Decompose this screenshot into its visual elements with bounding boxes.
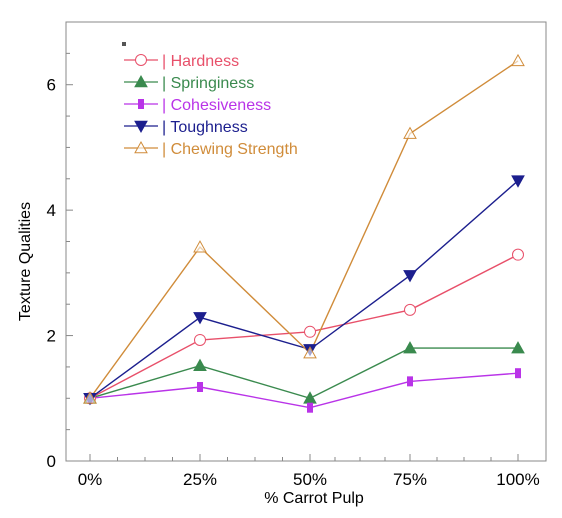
data-point-springiness xyxy=(403,341,417,354)
x-tick-label: 0% xyxy=(78,470,103,489)
data-point-cohesiveness xyxy=(197,381,203,392)
legend-item-cohesiveness: | Cohesiveness xyxy=(124,97,271,114)
x-tick-label: 100% xyxy=(496,470,539,489)
legend: | Hardness | Springiness | Cohesiveness | T… xyxy=(122,42,298,158)
data-point-cohesiveness xyxy=(307,402,313,413)
data-point-chewing-strength xyxy=(83,391,97,404)
legend-item-springiness: | Springiness xyxy=(124,74,254,92)
x-axis-title: % Carrot Pulp xyxy=(264,490,364,507)
data-point-hardness xyxy=(194,333,206,346)
data-point-cohesiveness xyxy=(515,368,521,379)
x-tick-label: 75% xyxy=(393,470,427,489)
data-point-toughness xyxy=(193,312,207,325)
data-point-chewing-strength xyxy=(511,53,525,67)
data-point-hardness xyxy=(512,248,524,261)
legend-label: | Cohesiveness xyxy=(162,97,271,114)
data-point-toughness xyxy=(403,270,417,283)
legend-label: | Hardness xyxy=(162,53,239,70)
data-point-cohesiveness xyxy=(407,376,413,387)
plot-frame xyxy=(65,21,547,462)
legend-marker xyxy=(134,74,148,88)
tick-labels: 0 2 4 6 0% 25% 50% 75% 100% xyxy=(47,76,540,489)
legend-marker xyxy=(138,99,144,109)
y-tick-label: 2 xyxy=(47,327,56,346)
legend-marker xyxy=(134,120,148,134)
data-point-chewing-strength xyxy=(193,240,207,253)
legend-label: | Springiness xyxy=(162,75,254,92)
legend-item-toughness: | Toughness xyxy=(124,119,248,136)
legend-label: | Chewing Strength xyxy=(162,141,298,158)
legend-anchor xyxy=(122,42,126,46)
legend-label: | Toughness xyxy=(162,119,248,136)
series-line-hardness xyxy=(89,254,519,399)
y-tick-label: 6 xyxy=(47,76,56,95)
legend-item-chewing-strength: | Chewing Strength xyxy=(124,140,298,158)
data-point-toughness xyxy=(511,175,525,188)
data-point-hardness xyxy=(304,325,316,338)
data-point-springiness xyxy=(511,341,525,354)
data-point-springiness xyxy=(193,358,207,371)
series-line-toughness xyxy=(89,180,519,399)
series-markers xyxy=(83,53,525,413)
x-tick-label: 25% xyxy=(183,470,217,489)
x-tick-label: 50% xyxy=(293,470,327,489)
legend-marker xyxy=(135,54,147,66)
data-point-hardness xyxy=(404,303,416,316)
axes xyxy=(65,21,547,462)
legend-item-hardness: | Hardness xyxy=(124,53,239,70)
series-line-springiness xyxy=(89,347,518,400)
series-lines xyxy=(89,60,519,409)
legend-marker xyxy=(134,140,148,154)
y-tick-label: 4 xyxy=(47,201,56,220)
y-axis-title: Texture Qualities xyxy=(17,202,34,321)
data-point-chewing-strength xyxy=(403,126,417,139)
y-tick-label: 0 xyxy=(47,452,56,471)
data-point-chewing-strength xyxy=(303,346,317,359)
